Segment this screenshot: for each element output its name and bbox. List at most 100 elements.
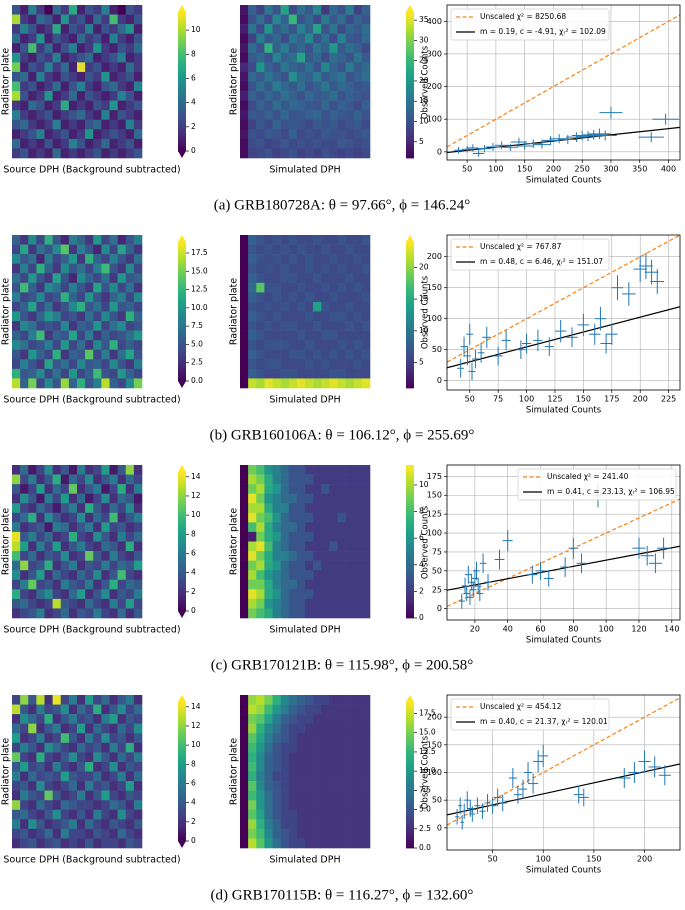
heatmap-cell <box>288 474 298 485</box>
heatmap-cell <box>305 330 314 341</box>
heatmap-cell <box>296 838 306 849</box>
colorbar-segment <box>178 290 186 294</box>
heatmap-cell <box>85 52 94 63</box>
heatmap-cell <box>256 474 265 485</box>
heatmap-cell <box>248 91 257 101</box>
heatmap-cell <box>353 340 363 351</box>
heatmap-cell <box>60 484 70 494</box>
colorbar-segment <box>178 139 186 143</box>
heatmap-cell <box>248 551 257 561</box>
colorbar-tick-label: 0 <box>191 836 196 845</box>
colorbar-segment <box>178 548 186 552</box>
colorbar-segment <box>406 254 414 257</box>
heatmap-cell <box>133 359 143 370</box>
heatmap-cell <box>272 512 281 523</box>
heatmap-cell <box>117 43 127 54</box>
heatmap-cell <box>313 570 322 581</box>
heatmap-cell <box>321 828 330 839</box>
heatmap-cell <box>93 589 102 600</box>
heatmap-cell <box>85 714 94 724</box>
heatmap-cell <box>329 522 338 533</box>
heatmap-cell <box>133 493 143 504</box>
colorbar-segment <box>178 302 186 305</box>
heatmap-cell <box>133 263 143 274</box>
heatmap-cell <box>305 254 314 264</box>
heatmap-cell <box>36 819 45 830</box>
heatmap-cell <box>77 503 86 514</box>
heatmap-cell <box>321 484 330 494</box>
heatmap-cell <box>313 503 322 514</box>
heatmap-cell <box>256 368 265 379</box>
heatmap-cell <box>36 541 45 552</box>
heatmap-cell <box>256 301 265 312</box>
heatmap-cell <box>117 129 127 140</box>
colorbar-tick-label: 7.5 <box>419 785 431 794</box>
heatmap-cell <box>353 330 363 341</box>
heatmap-cell <box>288 838 298 849</box>
colorbar-segment <box>406 579 414 583</box>
heatmap-cell <box>361 129 371 140</box>
heatmap-cell <box>85 263 94 274</box>
heatmap-cell <box>240 742 249 753</box>
heatmap-cell <box>272 800 281 811</box>
heatmap-cell <box>337 52 346 63</box>
heatmap-cell <box>101 292 110 303</box>
heatmap-cell <box>280 91 290 101</box>
heatmap-cell <box>296 809 306 820</box>
colorbar-segment <box>406 845 414 849</box>
colorbar-segment <box>178 516 186 519</box>
heatmap-cell <box>264 330 273 341</box>
heatmap-cell <box>93 292 102 303</box>
heatmap-cell <box>345 378 355 389</box>
heatmap-cell <box>133 465 143 475</box>
heatmap-cell <box>288 589 298 600</box>
heatmap-cell <box>305 52 314 63</box>
colorbar-segment <box>406 784 414 788</box>
heatmap-cell <box>337 493 346 504</box>
heatmap-cell <box>28 761 37 772</box>
heatmap-cell <box>248 138 257 149</box>
heatmap-cell <box>28 752 37 763</box>
colorbar-segment <box>406 526 414 530</box>
heatmap-cell <box>77 512 86 523</box>
heatmap-cell <box>361 71 371 82</box>
heatmap-cell <box>248 235 257 245</box>
colorbar-segment <box>178 743 186 747</box>
heatmap-cell <box>109 733 118 744</box>
heatmap-cell <box>353 503 363 514</box>
heatmap-cell <box>280 33 290 44</box>
heatmap-cell <box>44 100 53 111</box>
heatmap-cell <box>337 138 346 149</box>
heatmap-cell <box>85 589 94 600</box>
x-tick-label: 100 <box>536 855 551 864</box>
heatmap-cell <box>117 781 127 791</box>
heatmap-cell <box>321 359 330 370</box>
colorbar-segment <box>406 53 414 57</box>
heatmap-cell <box>321 560 330 571</box>
heatmap-cell <box>133 570 143 581</box>
heatmap-cell <box>93 465 102 475</box>
heatmap-cell <box>240 359 249 370</box>
heatmap-cell <box>12 512 21 523</box>
heatmap-cell <box>85 704 94 715</box>
heatmap-cell <box>77 560 86 571</box>
heatmap-cell <box>329 129 338 140</box>
heatmap-cell <box>109 531 118 542</box>
heatmap-cell <box>248 14 257 25</box>
x-tick-label: 200 <box>546 165 561 174</box>
heatmap-cell <box>256 235 265 245</box>
heatmap-cell <box>60 838 70 849</box>
heatmap-cell <box>329 781 338 791</box>
heatmap-cell <box>272 790 281 801</box>
colorbar-segment <box>406 385 414 389</box>
colorbar-segment <box>406 19 414 23</box>
heatmap-cell <box>313 551 322 561</box>
heatmap-cell <box>280 570 290 581</box>
heatmap-cell <box>345 43 355 54</box>
heatmap-cell <box>240 33 249 44</box>
heatmap-cell <box>321 110 330 121</box>
fit-line <box>447 763 680 816</box>
x-tick-label: 140 <box>664 625 679 634</box>
heatmap-cell <box>248 781 257 791</box>
